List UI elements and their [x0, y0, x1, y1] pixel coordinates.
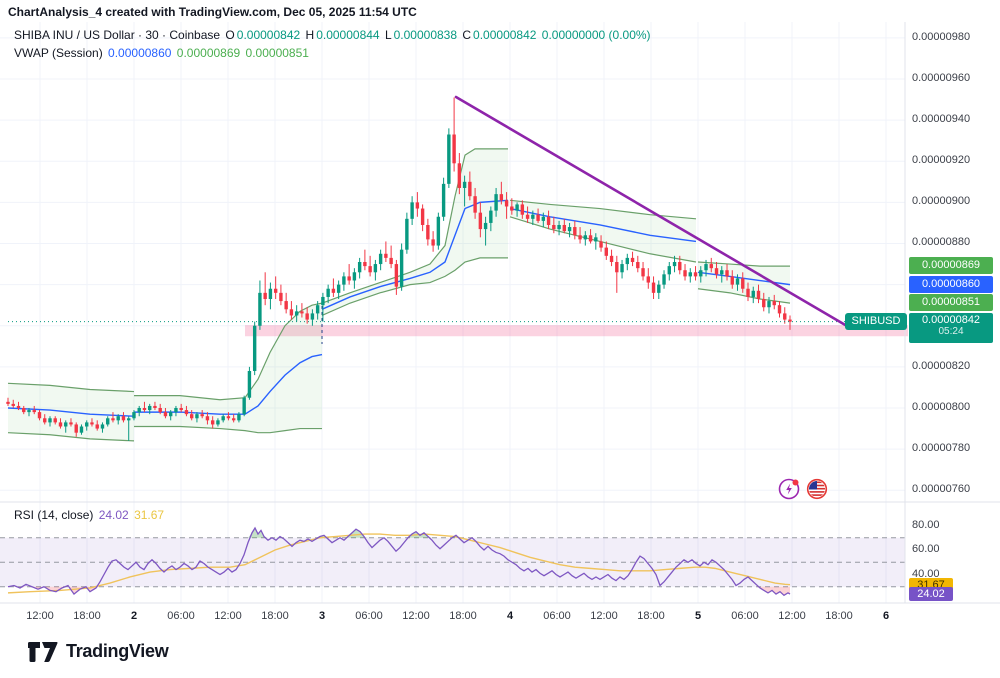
rsi-oversold-fill — [8, 586, 790, 596]
chart-canvas[interactable] — [0, 0, 1000, 632]
symbol-title: SHIBA INU / US Dollar · 30 · Coinbase — [14, 28, 221, 42]
time-axis-label: 18:00 — [825, 610, 853, 622]
open-label: O — [225, 28, 235, 42]
vwap-upper-value: 0.00000869 — [176, 46, 241, 60]
high-value: 0.00000844 — [316, 28, 380, 42]
descending-trendline[interactable] — [454, 95, 849, 328]
time-axis-label: 18:00 — [637, 610, 665, 622]
price-axis-label: 0.00000880 — [912, 236, 971, 249]
price-axis-label: 0.00000760 — [912, 483, 971, 496]
price-axis-label: 0.00000980 — [912, 30, 971, 43]
boosts-lightning-icon[interactable] — [778, 478, 800, 500]
change-value: 0.00000000 (0.00%) — [541, 28, 651, 42]
low-value: 0.00000838 — [393, 28, 458, 42]
time-axis-label: 12:00 — [402, 610, 430, 622]
high-label: H — [305, 28, 315, 42]
rsi-value-badge: 24.02 — [909, 587, 953, 602]
price-badge: 0.00000869 — [909, 257, 993, 275]
time-axis-label: 12:00 — [214, 610, 242, 622]
support-zone — [245, 325, 908, 337]
time-axis-label: 12:00 — [590, 610, 618, 622]
low-label: L — [384, 28, 392, 42]
rsi-overbought-fill — [8, 527, 790, 538]
price-badge: 0.00000851 — [909, 294, 993, 312]
rsi-axis-label: 80.00 — [912, 518, 940, 531]
vwap-lower-value: 0.00000851 — [245, 46, 309, 60]
rsi-ma-value: 31.67 — [134, 508, 165, 522]
time-axis-label: 06:00 — [731, 610, 759, 622]
tradingview-logo[interactable]: TradingView — [28, 641, 169, 662]
rsi-value: 24.02 — [98, 508, 129, 522]
close-value: 0.00000842 — [473, 28, 537, 42]
price-axis-label: 0.00000820 — [912, 359, 971, 372]
price-axis-label: 0.00000780 — [912, 442, 971, 455]
symbol-price-label: SHIBUSD — [845, 312, 907, 330]
price-axis-label: 0.00000900 — [912, 195, 971, 208]
time-axis-label: 06:00 — [543, 610, 571, 622]
rsi-axis-label: 60.00 — [912, 543, 940, 555]
time-axis-label: 18:00 — [73, 610, 101, 622]
last-price-badge: 0.00000842 05:24 — [909, 312, 993, 343]
vwap-legend: VWAP (Session) 0.00000860 0.00000869 0.0… — [14, 46, 311, 60]
time-axis-label: 3 — [318, 610, 326, 622]
time-axis-label: 12:00 — [778, 610, 806, 622]
time-axis-label: 2 — [130, 610, 138, 622]
open-value: 0.00000842 — [236, 28, 301, 42]
time-axis-label: 18:00 — [261, 610, 289, 622]
tradingview-logo-text: TradingView — [66, 641, 169, 661]
chart-watermark-title: ChartAnalysis_4 created with TradingView… — [8, 5, 417, 19]
bar-countdown: 05:24 — [938, 325, 964, 337]
last-price-value: 0.00000842 — [921, 313, 981, 326]
time-axis-label: 18:00 — [449, 610, 477, 622]
rsi-axis-label: 40.00 — [912, 567, 940, 580]
close-label: C — [462, 28, 472, 42]
vwap-title: VWAP (Session) — [14, 46, 103, 60]
rsi-ma-line — [7, 533, 791, 594]
price-axis-label: 0.00000940 — [912, 113, 971, 126]
price-badge: 0.00000860 — [909, 275, 993, 293]
rsi-title: RSI (14, close) — [14, 508, 94, 522]
time-axis-label: 4 — [506, 610, 514, 622]
price-axis-label: 0.00000960 — [912, 71, 971, 84]
tradingview-mark — [28, 641, 58, 662]
time-axis-label: 12:00 — [26, 610, 54, 622]
time-axis-label: 5 — [694, 610, 702, 622]
us-session-flag-icon[interactable] — [806, 478, 828, 500]
time-axis-label: 06:00 — [355, 610, 383, 622]
time-axis-label: 06:00 — [167, 610, 195, 622]
rsi-line — [7, 526, 791, 597]
vwap-bands — [7, 148, 791, 442]
candlestick-series — [6, 97, 792, 441]
price-axis-label: 0.00000800 — [912, 401, 971, 413]
price-axis-label: 0.00000920 — [912, 154, 971, 167]
rsi-legend: RSI (14, close) 24.02 31.67 — [14, 508, 166, 522]
vwap-value: 0.00000860 — [108, 46, 172, 60]
time-axis-label: 6 — [882, 610, 890, 622]
